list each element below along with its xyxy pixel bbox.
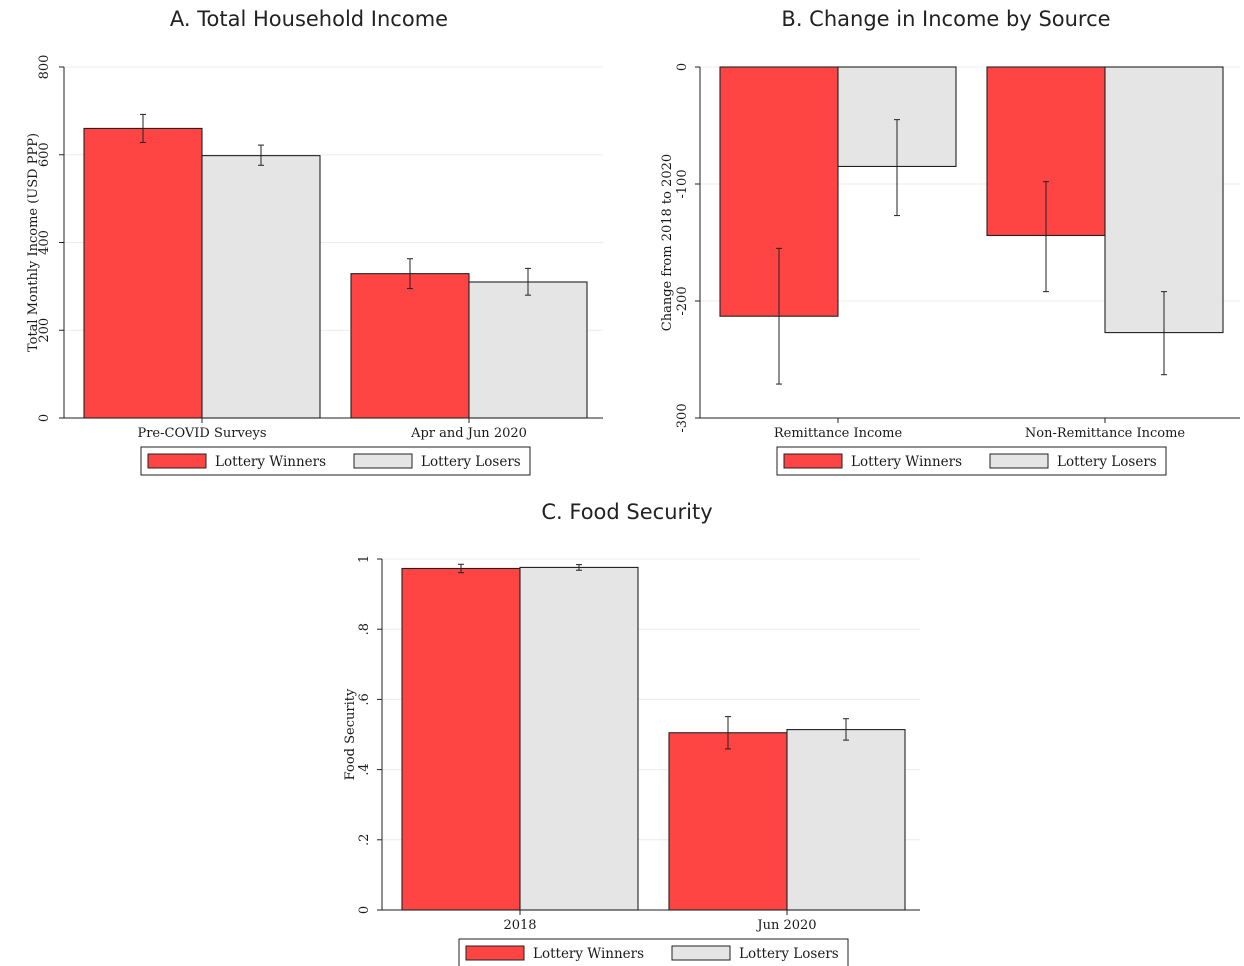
- y-tick-label: 400: [37, 230, 52, 255]
- x-tick-label: Apr and Jun 2020: [410, 426, 527, 441]
- chart-title: B. Change in Income by Source: [781, 7, 1110, 31]
- legend-swatch: [465, 945, 525, 961]
- x-tick-label: Remittance Income: [774, 426, 903, 441]
- x-tick-label: Jun 2020: [755, 918, 816, 933]
- legend-label: Lottery Losers: [421, 454, 521, 470]
- legend-swatch: [989, 453, 1049, 469]
- bar: [786, 729, 906, 911]
- legend-swatch: [783, 453, 843, 469]
- y-tick-label: 800: [37, 55, 52, 80]
- bar: [1104, 66, 1224, 334]
- bar: [519, 566, 639, 911]
- legend-swatch: [671, 945, 731, 961]
- chart-panel-1: A. Total Household Income 0 200 400 600 800 To…: [26, 7, 603, 476]
- bar: [468, 281, 588, 419]
- y-tick-label: -300: [675, 403, 690, 432]
- legend-label: Lottery Losers: [1057, 454, 1157, 470]
- y-axis-title: Total Monthly Income (USD PPP): [26, 133, 41, 352]
- y-tick-label: .6: [357, 693, 372, 705]
- legend: Lottery Winners Lottery Losers: [776, 446, 1167, 476]
- y-tick-label: 1: [357, 555, 372, 563]
- chart-title: A. Total Household Income: [170, 7, 448, 31]
- y-tick-label: .4: [357, 763, 372, 775]
- y-tick-label: 600: [37, 142, 52, 167]
- y-tick-label: 0: [37, 414, 52, 422]
- y-tick-label: 200: [37, 318, 52, 343]
- y-axis-title: Change from 2018 to 2020: [660, 154, 675, 331]
- bar: [350, 273, 470, 419]
- legend-label: Lottery Winners: [851, 454, 962, 470]
- y-tick-label: -100: [675, 169, 690, 198]
- bar: [83, 127, 203, 419]
- chart-title: C. Food Security: [541, 500, 712, 524]
- legend-label: Lottery Winners: [215, 454, 326, 470]
- y-tick-label: 0: [675, 63, 690, 71]
- y-tick-label: .8: [357, 623, 372, 635]
- y-axis-title: Food Security: [343, 688, 358, 780]
- legend-swatch: [147, 453, 207, 469]
- x-tick-label: 2018: [503, 918, 536, 933]
- x-tick-label: Non-Remittance Income: [1025, 426, 1186, 441]
- legend: Lottery Winners Lottery Losers: [140, 446, 531, 476]
- legend-swatch: [353, 453, 413, 469]
- bar: [401, 567, 521, 911]
- x-tick-label: Pre-COVID Surveys: [137, 426, 266, 441]
- legend: Lottery Winners Lottery Losers: [458, 938, 849, 966]
- y-tick-label: 0: [357, 906, 372, 914]
- bar: [668, 732, 788, 911]
- legend-label: Lottery Losers: [739, 946, 839, 962]
- legend-label: Lottery Winners: [533, 946, 644, 962]
- y-tick-label: -200: [675, 286, 690, 315]
- y-tick-label: .2: [357, 834, 372, 846]
- bar: [201, 155, 321, 419]
- chart-panel-3: C. Food Security 0 .2 .4 .6 .8 1 Food Security 2…: [343, 500, 920, 966]
- chart-panel-2: B. Change in Income by Source -300 -200 -10…: [660, 7, 1240, 476]
